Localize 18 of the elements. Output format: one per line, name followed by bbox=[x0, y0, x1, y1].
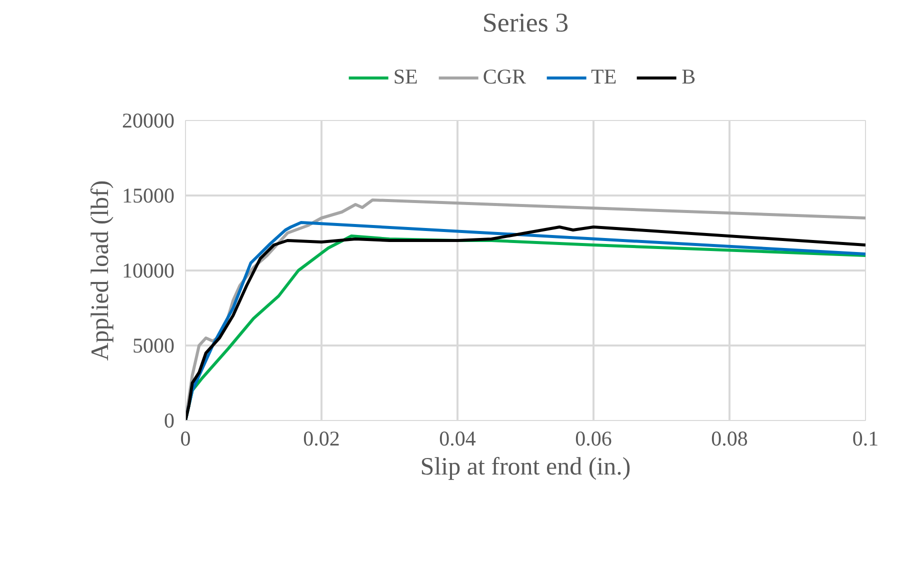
legend-label: SE bbox=[393, 64, 418, 90]
chart-title: Series 3 bbox=[482, 8, 569, 38]
x-tick-label: 0.1 bbox=[852, 426, 879, 450]
x-tick-label: 0.06 bbox=[575, 426, 612, 450]
legend-label: B bbox=[682, 64, 697, 90]
y-axis-title: Applied load (lbf) bbox=[87, 180, 114, 361]
x-tick-label: 0.08 bbox=[711, 426, 748, 450]
y-tick-label: 10000 bbox=[122, 258, 174, 282]
y-tick-label: 0 bbox=[164, 408, 174, 432]
legend-label: TE bbox=[591, 64, 617, 90]
y-tick-label: 5000 bbox=[132, 334, 174, 358]
legend-label: CGR bbox=[482, 64, 526, 90]
x-tick-label: 0 bbox=[180, 426, 191, 450]
y-tick-label: 15000 bbox=[122, 184, 174, 208]
y-tick-label: 20000 bbox=[122, 108, 174, 132]
x-tick-label: 0.04 bbox=[439, 426, 476, 450]
x-tick-label: 0.02 bbox=[303, 426, 340, 450]
x-axis-title: Slip at front end (in.) bbox=[420, 454, 631, 480]
